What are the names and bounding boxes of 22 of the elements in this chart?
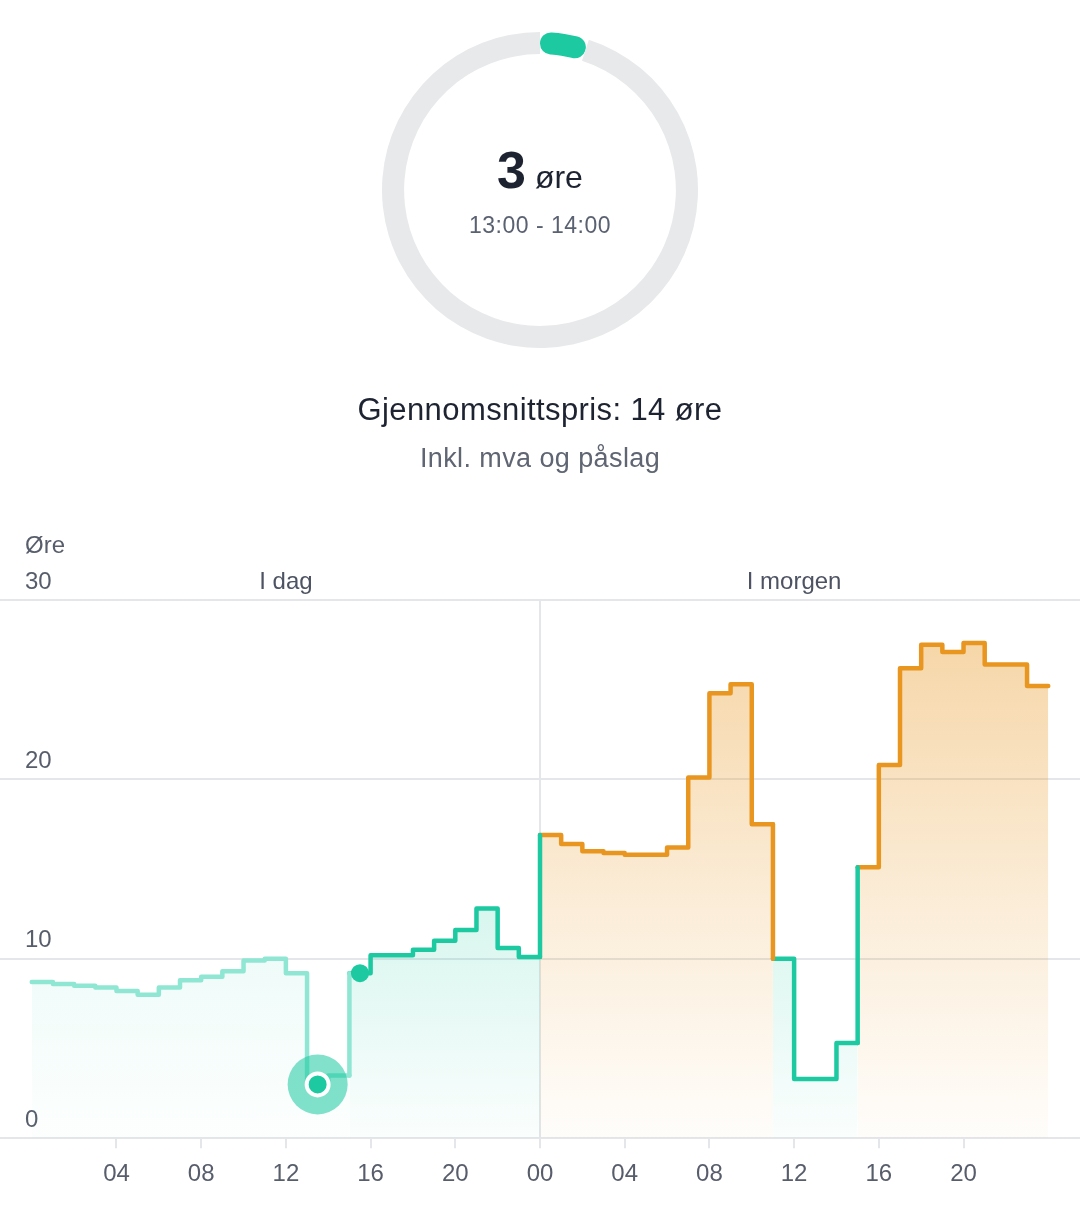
- y-tick-label: 30: [25, 566, 52, 594]
- x-tick-label: 12: [272, 1159, 300, 1187]
- text: I morgen: [746, 566, 842, 594]
- x-tick-label: 08: [696, 1159, 723, 1187]
- x-tick-label: 16: [357, 1159, 384, 1187]
- y-axis-title: Øre: [25, 530, 66, 558]
- text: 3 øre: [497, 141, 583, 199]
- x-tick-label: 20: [441, 1159, 469, 1187]
- chart-subtitle: Inkl. mva og påslag: [419, 443, 661, 474]
- text: I dag: [259, 566, 313, 594]
- x-tick-label: 04: [611, 1159, 639, 1187]
- x-tick-label: 16: [865, 1159, 893, 1187]
- x-tick-label: 08: [187, 1159, 215, 1187]
- y-tick-label: 20: [25, 746, 52, 774]
- x-tick-label: 12: [780, 1159, 808, 1187]
- y-tick-label: 10: [25, 925, 52, 953]
- y-tick-label: 0: [25, 1104, 39, 1132]
- text: 13:00 - 14:00: [468, 212, 612, 238]
- chart-title: Gjennomsnittspris: 14 øre: [357, 392, 723, 428]
- x-tick-label: 20: [950, 1159, 977, 1187]
- x-tick-label: 04: [103, 1159, 130, 1187]
- x-tick-label: 00: [526, 1159, 554, 1187]
